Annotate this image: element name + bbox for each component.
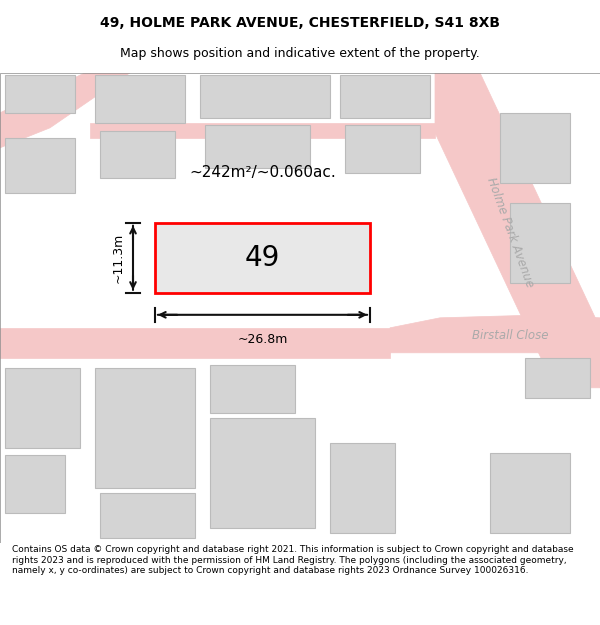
Polygon shape bbox=[330, 442, 395, 532]
Polygon shape bbox=[5, 455, 65, 512]
Polygon shape bbox=[95, 368, 195, 488]
Text: 49, HOLME PARK AVENUE, CHESTERFIELD, S41 8XB: 49, HOLME PARK AVENUE, CHESTERFIELD, S41… bbox=[100, 16, 500, 30]
Polygon shape bbox=[5, 138, 75, 192]
Text: ~26.8m: ~26.8m bbox=[238, 332, 287, 346]
Polygon shape bbox=[155, 222, 370, 292]
Polygon shape bbox=[200, 75, 330, 118]
Polygon shape bbox=[100, 492, 195, 538]
Text: Birstall Close: Birstall Close bbox=[472, 329, 548, 342]
Text: ~11.3m: ~11.3m bbox=[112, 232, 125, 283]
Polygon shape bbox=[100, 131, 175, 178]
Polygon shape bbox=[490, 452, 570, 532]
Polygon shape bbox=[435, 72, 600, 388]
Polygon shape bbox=[0, 72, 130, 148]
Polygon shape bbox=[95, 75, 185, 122]
Polygon shape bbox=[500, 112, 570, 182]
Polygon shape bbox=[90, 122, 435, 138]
Polygon shape bbox=[5, 75, 75, 112]
Polygon shape bbox=[205, 125, 310, 168]
Polygon shape bbox=[510, 202, 570, 282]
Text: Holme Park Avenue: Holme Park Avenue bbox=[484, 176, 536, 289]
Polygon shape bbox=[5, 368, 80, 448]
Polygon shape bbox=[210, 418, 315, 528]
Polygon shape bbox=[390, 315, 600, 352]
Text: Contains OS data © Crown copyright and database right 2021. This information is : Contains OS data © Crown copyright and d… bbox=[12, 546, 574, 575]
Polygon shape bbox=[210, 365, 295, 413]
Polygon shape bbox=[0, 328, 390, 357]
Text: 49: 49 bbox=[245, 244, 280, 272]
Polygon shape bbox=[340, 75, 430, 118]
Text: Map shows position and indicative extent of the property.: Map shows position and indicative extent… bbox=[120, 48, 480, 61]
Polygon shape bbox=[525, 357, 590, 398]
Text: ~242m²/~0.060ac.: ~242m²/~0.060ac. bbox=[189, 165, 336, 180]
Polygon shape bbox=[345, 125, 420, 172]
